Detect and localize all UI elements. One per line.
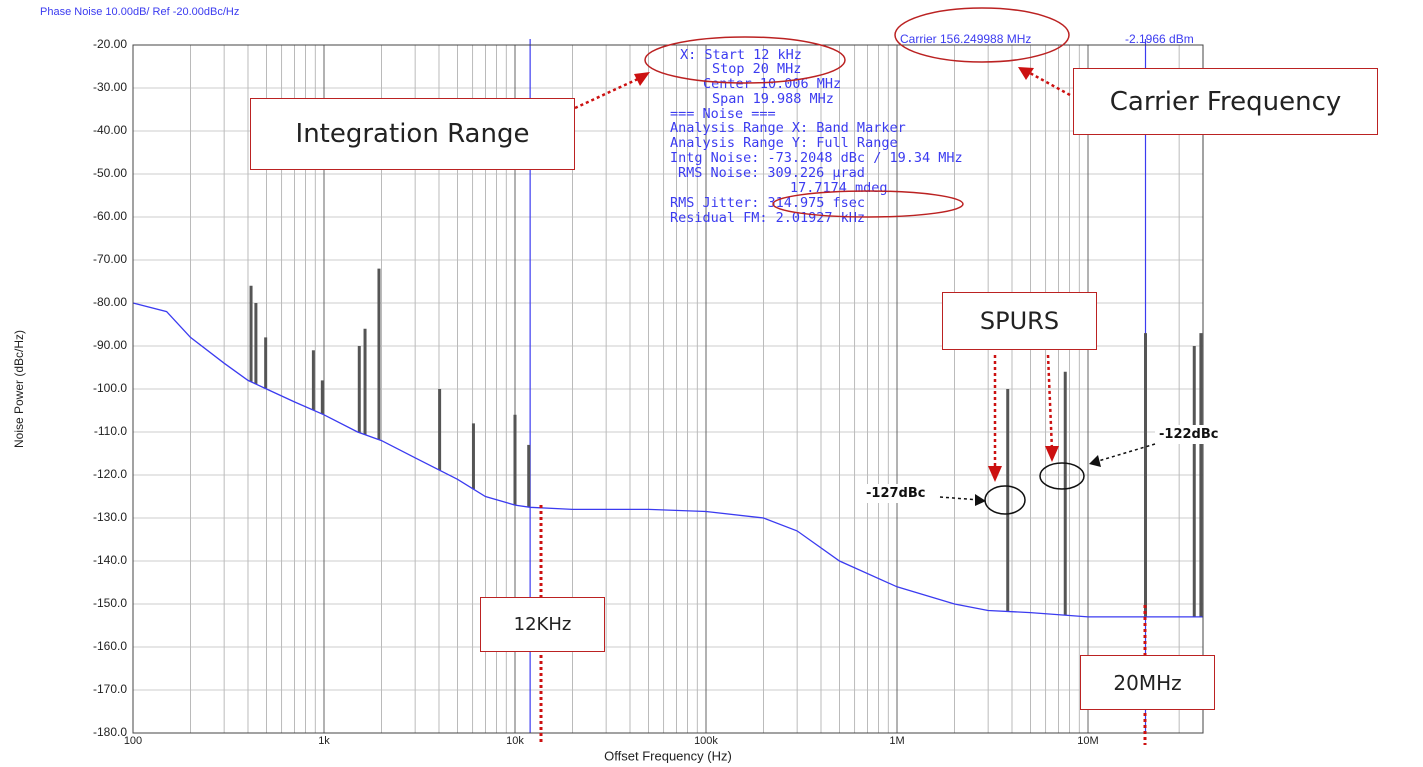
arrowhead [988,466,1002,482]
y-tick-label: -90.00 [93,338,127,352]
y-tick-label: -60.00 [93,209,127,223]
spur-label: -122dBc [1155,425,1223,444]
y-tick-label: -50.00 [93,166,127,180]
highlight-ellipse [644,36,846,84]
y-tick-label: -180.0 [93,725,127,739]
y-tick-label: -30.00 [93,80,127,94]
info-line: 17.7174 mdeg [790,180,888,196]
arrow [1027,70,1071,97]
highlights [644,7,1085,515]
info-line: X: Start 12 kHz [680,47,802,63]
chart-title: Phase Noise 10.00dB/ Ref -20.00dBc/Hz [40,6,239,18]
arrowheads [634,67,1101,506]
y-tick-label: -70.00 [93,252,127,266]
marker-info: X: Start 12 kHz Stop 20 MHz Center 10.00… [670,47,963,226]
spur-ellipse [984,485,1026,515]
arrowhead [975,494,986,506]
carrier-power: -2.1966 dBm [1125,32,1194,46]
spur-ellipse [1039,462,1085,490]
info-line: RMS Noise: 309.226 µrad [678,165,865,181]
noise-trace [132,302,1203,618]
y-tick-label: -130.0 [93,510,127,524]
arrowhead [634,72,650,86]
marks [132,39,1203,733]
x-tick-label: 100k [694,735,718,747]
highlight-ellipse [772,190,964,218]
y-tick-label: -150.0 [93,596,127,610]
y-tick-label: -80.00 [93,295,127,309]
arrowhead [1018,67,1034,80]
info-line: RMS Jitter: 314.975 fsec [670,195,865,211]
y-tick-label: -40.00 [93,123,127,137]
spur-label: -127dBc [862,484,930,503]
y-tick-label: -110.0 [94,424,127,438]
annotation-box: 20MHz [1080,655,1215,710]
x-tick-label: 100 [124,735,142,747]
y-tick-label: -170.0 [93,682,127,696]
info-line: Residual FM: 2.01927 kHz [670,210,865,226]
info-line: Span 19.988 MHz [712,91,834,107]
annotation-box: 12KHz [480,597,605,652]
y-tick-label: -120.0 [93,467,127,481]
info-line: Analysis Range X: Band Marker [670,120,906,136]
x-tick-label: 10k [506,735,524,747]
carrier-label: Carrier 156.249988 MHz [900,32,1031,46]
x-axis-label: Offset Frequency (Hz) [604,748,732,763]
info-line: === Noise === [670,106,776,122]
y-axis-label: Noise Power (dBc/Hz) [12,330,26,448]
y-tick-label: -140.0 [93,553,127,567]
info-line: Intg Noise: -73.2048 dBc / 19.34 MHz [670,150,963,166]
y-tick-label: -100.0 [93,381,127,395]
annotation-box: Carrier Frequency [1073,68,1378,135]
x-tick-label: 1M [889,735,904,747]
x-tick-label: 1k [318,735,330,747]
info-line: Stop 20 MHz [712,61,801,77]
info-line: Center 10.006 MHz [703,76,841,92]
arrow [1094,443,1156,463]
x-tick-label: 10M [1077,735,1098,747]
annotation-box: SPURS [942,292,1097,350]
annotation-box: Integration Range [250,98,575,170]
arrowhead [1045,446,1059,462]
y-tick-label: -20.00 [93,37,127,51]
y-tick-label: -160.0 [93,639,127,653]
arrow [1046,354,1054,451]
arrowhead [1089,455,1101,467]
info-line: Analysis Range Y: Full Range [670,135,898,151]
highlight-ellipse [894,7,1070,63]
arrow [939,496,981,501]
